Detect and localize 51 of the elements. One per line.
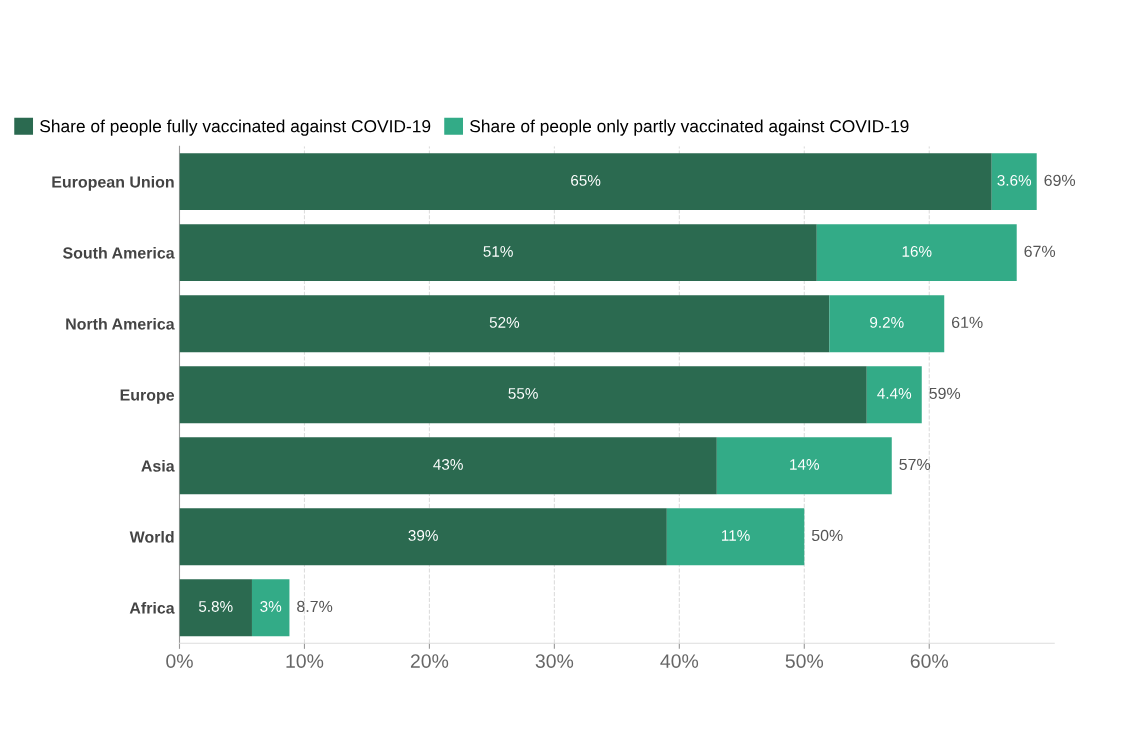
legend-label: Share of people fully vaccinated against COVID-19 [40,119,431,136]
total-label: 61% [952,316,983,329]
data-label: 39% [408,530,438,541]
bar [179,224,817,282]
data-label: 51% [483,246,513,257]
bar [179,366,867,424]
total-label: 8.7% [297,600,333,613]
total-label: 69% [1044,174,1076,186]
y-tick-label: Europe [120,389,175,404]
data-label: 3% [260,601,282,612]
total-label: 59% [929,387,961,400]
total-label: 57% [899,458,931,471]
data-label: 4.4% [877,388,912,399]
bar [829,295,945,353]
x-tick-label: 30% [535,654,574,668]
y-tick-label: World [129,530,174,543]
data-label: 16% [902,246,932,257]
data-label: 5.8% [198,601,233,612]
bar [991,153,1037,211]
bar [251,579,290,637]
data-label: 14% [790,459,820,470]
total-label: 67% [1024,245,1056,257]
x-tick-label: 40% [660,654,699,668]
data-label: 43% [433,459,463,470]
y-tick-label: Asia [141,459,175,472]
y-tick-label: European Union [52,175,174,191]
bar [179,295,830,353]
y-tick-label: North America [66,317,175,330]
bar [666,508,805,566]
bar [179,579,252,637]
x-tick-label: 50% [785,654,824,668]
y-tick-label: South America [62,246,175,259]
data-label: 52% [489,317,520,328]
data-label: 11% [722,530,750,541]
data-label: 55% [508,388,538,399]
legend-label: Share of people only partly vaccinated against COVID-19 [470,119,909,136]
bar [866,366,922,424]
bar [816,224,1017,282]
bar [179,437,717,495]
y-tick-label: Africa [129,601,175,614]
bar [716,437,892,495]
total-label: 50% [811,529,843,542]
x-tick-label: 10% [286,654,324,668]
bar [179,508,667,566]
x-tick-label: 20% [410,654,449,668]
data-label: 3.6% [997,174,1032,186]
bar [179,153,992,211]
data-label: 9.2% [870,317,904,328]
x-tick-label: 0% [166,654,193,668]
x-tick-label: 60% [910,654,949,668]
data-label: 65% [571,174,601,186]
